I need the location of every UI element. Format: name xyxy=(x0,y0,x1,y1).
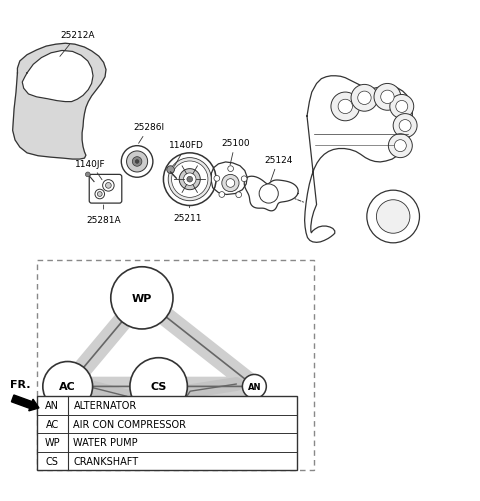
Text: 25286I: 25286I xyxy=(133,123,165,144)
Circle shape xyxy=(259,184,278,204)
Circle shape xyxy=(95,190,105,199)
Circle shape xyxy=(106,183,111,189)
Circle shape xyxy=(132,157,142,167)
Circle shape xyxy=(130,358,187,415)
Circle shape xyxy=(226,179,235,188)
Circle shape xyxy=(85,173,90,177)
Circle shape xyxy=(167,166,174,174)
Circle shape xyxy=(121,146,153,178)
Circle shape xyxy=(338,100,352,114)
FancyBboxPatch shape xyxy=(89,175,122,204)
Text: AC: AC xyxy=(46,419,59,429)
Polygon shape xyxy=(305,77,412,243)
Text: WATER PUMP: WATER PUMP xyxy=(73,437,138,447)
Circle shape xyxy=(187,177,192,183)
Text: CS: CS xyxy=(46,456,59,466)
Text: 25100: 25100 xyxy=(221,139,250,166)
Circle shape xyxy=(390,95,414,119)
Bar xyxy=(36,396,298,470)
Circle shape xyxy=(222,175,239,192)
Circle shape xyxy=(376,200,410,234)
Circle shape xyxy=(168,158,211,201)
Circle shape xyxy=(241,176,247,182)
Circle shape xyxy=(135,160,139,164)
Circle shape xyxy=(214,176,220,182)
Text: ALTERNATOR: ALTERNATOR xyxy=(73,400,137,410)
FancyArrow shape xyxy=(12,395,39,411)
Text: AN: AN xyxy=(45,400,59,410)
Text: AIR CON COMPRESSOR: AIR CON COMPRESSOR xyxy=(73,419,186,429)
Text: 25124: 25124 xyxy=(264,155,292,182)
Text: 25212A: 25212A xyxy=(60,32,95,57)
Circle shape xyxy=(331,93,360,122)
Circle shape xyxy=(183,174,196,186)
Polygon shape xyxy=(22,51,93,102)
Circle shape xyxy=(97,192,102,197)
Circle shape xyxy=(236,192,241,198)
Text: 25281A: 25281A xyxy=(86,205,121,224)
Circle shape xyxy=(388,134,412,158)
Circle shape xyxy=(228,166,233,172)
Circle shape xyxy=(219,192,225,198)
Polygon shape xyxy=(211,163,247,195)
Text: WP: WP xyxy=(44,437,60,447)
Circle shape xyxy=(103,180,114,192)
Circle shape xyxy=(179,169,200,190)
Circle shape xyxy=(163,153,216,206)
Circle shape xyxy=(127,152,148,173)
Text: AN: AN xyxy=(248,382,261,391)
Text: 1140FD: 1140FD xyxy=(169,141,204,167)
Circle shape xyxy=(351,85,378,112)
Polygon shape xyxy=(244,177,298,211)
Text: 25211: 25211 xyxy=(173,206,202,223)
Circle shape xyxy=(399,120,411,132)
Circle shape xyxy=(395,140,406,152)
Bar xyxy=(36,260,314,470)
Circle shape xyxy=(111,267,173,329)
Circle shape xyxy=(171,162,208,198)
Circle shape xyxy=(396,101,408,113)
Circle shape xyxy=(374,84,401,111)
Circle shape xyxy=(358,92,371,105)
Polygon shape xyxy=(12,44,106,160)
Circle shape xyxy=(242,375,266,399)
Circle shape xyxy=(393,114,417,138)
Text: AC: AC xyxy=(60,382,76,392)
Circle shape xyxy=(381,91,394,104)
Circle shape xyxy=(43,362,93,411)
Circle shape xyxy=(367,191,420,243)
Text: CS: CS xyxy=(150,382,167,392)
Text: WP: WP xyxy=(132,293,152,303)
Text: 1140JF: 1140JF xyxy=(75,159,106,180)
Text: CRANKSHAFT: CRANKSHAFT xyxy=(73,456,139,466)
Text: FR.: FR. xyxy=(10,379,31,389)
